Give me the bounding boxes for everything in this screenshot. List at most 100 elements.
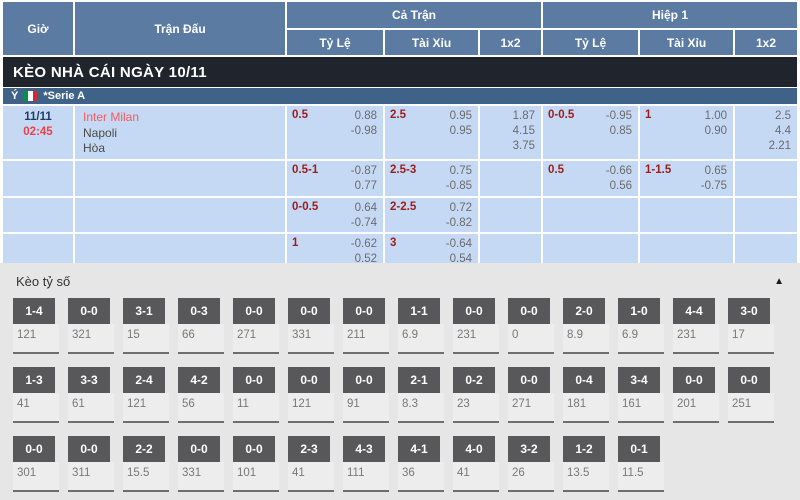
score-chip[interactable]: 0-0 211 — [343, 298, 389, 354]
score-chip[interactable]: 1-0 6.9 — [618, 298, 664, 354]
empty-cell — [735, 161, 797, 196]
score-chip[interactable]: 2-4 121 — [123, 367, 169, 423]
odds-value[interactable]: 0.75 — [449, 165, 472, 177]
score-chip[interactable]: 4-1 36 — [398, 436, 444, 492]
odds-value[interactable]: 0.65 — [704, 165, 727, 177]
score-chip[interactable]: 4-3 111 — [343, 436, 389, 492]
score-label: 0-0 — [728, 367, 770, 393]
odds-value[interactable]: -0.74 — [350, 217, 377, 229]
odds-value[interactable]: -0.82 — [445, 217, 472, 229]
odds-value[interactable]: 0.54 — [449, 253, 472, 265]
collapse-arrow-icon[interactable]: ▲ — [774, 276, 784, 287]
handicap-line: 0.5 — [292, 109, 308, 121]
h1-handicap-cell[interactable]: 0-0.5 -0.95 0.85 — [543, 106, 638, 159]
odds-value[interactable]: -0.98 — [350, 125, 377, 137]
odds-value[interactable]: -0.62 — [350, 238, 377, 250]
ft-over-under-cell[interactable]: 2.5 0.95 0.95 — [385, 106, 478, 159]
h1-over-under-cell[interactable]: 1-1.5 0.65 -0.75 — [640, 161, 733, 196]
score-chip[interactable]: 1-2 13.5 — [563, 436, 609, 492]
score-chip[interactable]: 0-0 251 — [728, 367, 774, 423]
col-header-first-half: Hiệp 1 — [543, 2, 797, 28]
odds-value[interactable]: 2.21 — [768, 140, 791, 152]
odds-value[interactable]: -0.66 — [605, 165, 632, 177]
odds-value[interactable]: -0.75 — [700, 180, 727, 192]
score-chip[interactable]: 0-3 66 — [178, 298, 224, 354]
score-chip[interactable]: 0-0 301 — [13, 436, 59, 492]
score-chip[interactable]: 2-1 8.3 — [398, 367, 444, 423]
draw-label[interactable]: Hòa — [83, 141, 106, 155]
score-chip[interactable]: 0-0 91 — [343, 367, 389, 423]
score-chip[interactable]: 0-2 23 — [453, 367, 499, 423]
score-chip[interactable]: 0-0 201 — [673, 367, 719, 423]
h1-over-under-cell[interactable]: 1 1.00 0.90 — [640, 106, 733, 159]
score-chip[interactable]: 1-3 41 — [13, 367, 59, 423]
h1-1x2-cell[interactable]: 2.5 4.4 2.21 — [735, 106, 797, 159]
score-chip[interactable]: 2-2 15.5 — [123, 436, 169, 492]
home-team[interactable]: Inter Milan — [83, 110, 140, 124]
score-chip[interactable]: 0-0 231 — [453, 298, 499, 354]
score-chip[interactable]: 3-4 161 — [618, 367, 664, 423]
ft-handicap-cell[interactable]: 1 -0.62 0.52 — [287, 234, 383, 265]
score-odds: 17 — [728, 324, 774, 354]
score-label: 1-2 — [563, 436, 605, 462]
score-chip[interactable]: 3-0 17 — [728, 298, 774, 354]
score-chip[interactable]: 1-4 121 — [13, 298, 59, 354]
score-chip[interactable]: 0-0 321 — [68, 298, 114, 354]
odds-value[interactable]: 0.64 — [354, 202, 377, 214]
ft-over-under-cell[interactable]: 3 -0.64 0.54 — [385, 234, 478, 265]
odds-value[interactable]: 0.56 — [609, 180, 632, 192]
score-chip[interactable]: 2-3 41 — [288, 436, 334, 492]
odds-value[interactable]: 0.95 — [449, 125, 472, 137]
score-chip[interactable]: 3-1 15 — [123, 298, 169, 354]
odds-value[interactable]: 3.75 — [512, 140, 535, 152]
odds-value[interactable]: 1.87 — [512, 110, 535, 122]
h1-handicap-cell[interactable]: 0.5 -0.66 0.56 — [543, 161, 638, 196]
score-chip[interactable]: 4-2 56 — [178, 367, 224, 423]
odds-value[interactable]: -0.85 — [445, 180, 472, 192]
odds-value[interactable]: 1.00 — [704, 110, 727, 122]
odds-value[interactable]: 0.77 — [354, 180, 377, 192]
odds-value[interactable]: -0.95 — [605, 110, 632, 122]
score-chip[interactable]: 0-0 0 — [508, 298, 554, 354]
score-chip[interactable]: 0-1 11.5 — [618, 436, 664, 492]
odds-value[interactable]: 4.4 — [775, 125, 791, 137]
score-chip[interactable]: 0-0 11 — [233, 367, 279, 423]
score-odds: 331 — [288, 324, 334, 354]
odds-value[interactable]: -0.64 — [445, 238, 472, 250]
ft-handicap-cell[interactable]: 0.5-1 -0.87 0.77 — [287, 161, 383, 196]
score-odds: 36 — [398, 462, 444, 492]
score-chip[interactable]: 0-0 311 — [68, 436, 114, 492]
score-chip[interactable]: 0-0 331 — [288, 298, 334, 354]
ft-handicap-cell[interactable]: 0.5 0.88 -0.98 — [287, 106, 383, 159]
match-teams-cell[interactable]: Inter Milan Napoli Hòa — [75, 106, 285, 159]
odds-value[interactable]: 0.85 — [609, 125, 632, 137]
odds-value[interactable]: 0.95 — [449, 110, 472, 122]
odds-value[interactable]: 0.52 — [354, 253, 377, 265]
score-chip[interactable]: 0-0 101 — [233, 436, 279, 492]
score-chip[interactable]: 4-0 41 — [453, 436, 499, 492]
score-chip[interactable]: 0-4 181 — [563, 367, 609, 423]
score-chip[interactable]: 4-4 231 — [673, 298, 719, 354]
score-chip[interactable]: 1-1 6.9 — [398, 298, 444, 354]
odds-value[interactable]: 2.5 — [775, 110, 791, 122]
odds-value[interactable]: 0.88 — [354, 110, 377, 122]
odds-value[interactable]: 4.15 — [512, 125, 535, 137]
odds-value[interactable]: 0.72 — [449, 202, 472, 214]
odds-value[interactable]: 0.90 — [704, 125, 727, 137]
score-chip[interactable]: 0-0 271 — [508, 367, 554, 423]
ft-handicap-cell[interactable]: 0-0.5 0.64 -0.74 — [287, 198, 383, 232]
score-chip[interactable]: 0-0 121 — [288, 367, 334, 423]
score-chip[interactable]: 2-0 8.9 — [563, 298, 609, 354]
odds-value[interactable]: -0.87 — [350, 165, 377, 177]
ft-over-under-cell[interactable]: 2-2.5 0.72 -0.82 — [385, 198, 478, 232]
score-chip[interactable]: 3-3 61 — [68, 367, 114, 423]
ft-over-under-cell[interactable]: 2.5-3 0.75 -0.85 — [385, 161, 478, 196]
score-chip[interactable]: 0-0 331 — [178, 436, 224, 492]
score-chip[interactable]: 3-2 26 — [508, 436, 554, 492]
ft-1x2-cell[interactable]: 1.87 4.15 3.75 — [480, 106, 541, 159]
correct-score-header[interactable]: Kèo tỷ số ▲ — [2, 265, 798, 298]
score-chip[interactable]: 0-0 271 — [233, 298, 279, 354]
away-team[interactable]: Napoli — [83, 125, 118, 140]
empty-cell — [480, 198, 541, 232]
league-row[interactable]: Ý *Serie A — [3, 88, 797, 104]
